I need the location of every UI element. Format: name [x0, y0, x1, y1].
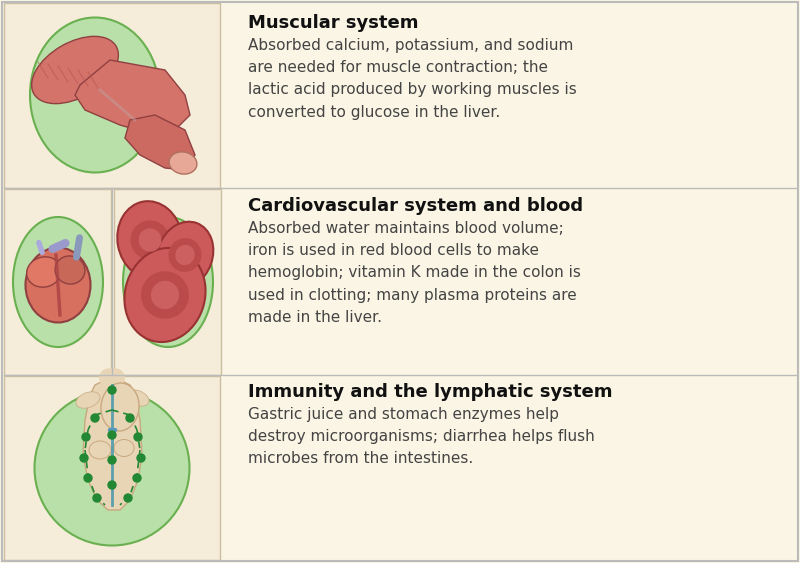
Ellipse shape — [123, 217, 213, 347]
Circle shape — [108, 481, 116, 489]
Ellipse shape — [26, 257, 62, 287]
Circle shape — [108, 386, 116, 394]
Text: Immunity and the lymphatic system: Immunity and the lymphatic system — [248, 383, 613, 401]
FancyBboxPatch shape — [114, 189, 221, 375]
Ellipse shape — [26, 248, 90, 323]
FancyArrowPatch shape — [77, 238, 79, 257]
Circle shape — [133, 474, 141, 482]
Ellipse shape — [76, 392, 100, 408]
Text: Absorbed water maintains blood volume;
iron is used in red blood cells to make
h: Absorbed water maintains blood volume; i… — [248, 221, 581, 325]
Ellipse shape — [118, 201, 182, 279]
Ellipse shape — [125, 390, 149, 406]
Circle shape — [137, 454, 145, 462]
Circle shape — [108, 456, 116, 464]
Ellipse shape — [169, 152, 197, 174]
Ellipse shape — [101, 383, 139, 431]
Ellipse shape — [175, 245, 194, 265]
Polygon shape — [83, 378, 142, 510]
Polygon shape — [125, 115, 195, 170]
Ellipse shape — [114, 440, 134, 457]
Circle shape — [108, 431, 116, 439]
Circle shape — [82, 433, 90, 441]
Ellipse shape — [130, 221, 170, 260]
Text: Absorbed calcium, potassium, and sodium
are needed for muscle contraction; the
l: Absorbed calcium, potassium, and sodium … — [248, 38, 577, 119]
Circle shape — [134, 433, 142, 441]
Ellipse shape — [157, 222, 214, 288]
Circle shape — [80, 454, 88, 462]
FancyArrowPatch shape — [53, 243, 66, 249]
FancyBboxPatch shape — [4, 189, 111, 375]
Ellipse shape — [55, 256, 85, 284]
Ellipse shape — [34, 391, 190, 546]
Polygon shape — [75, 60, 190, 135]
Ellipse shape — [151, 281, 179, 309]
Circle shape — [93, 494, 101, 502]
Ellipse shape — [141, 271, 189, 319]
Ellipse shape — [169, 238, 202, 272]
Text: Gastric juice and stomach enzymes help
destroy microorganisms; diarrhea helps fl: Gastric juice and stomach enzymes help d… — [248, 407, 594, 466]
Circle shape — [84, 474, 92, 482]
FancyBboxPatch shape — [4, 3, 220, 188]
Circle shape — [126, 414, 134, 422]
Circle shape — [91, 414, 99, 422]
FancyArrowPatch shape — [39, 243, 42, 252]
Text: Cardiovascular system and blood: Cardiovascular system and blood — [248, 197, 583, 215]
Ellipse shape — [13, 217, 103, 347]
FancyBboxPatch shape — [4, 376, 220, 560]
Text: Muscular system: Muscular system — [248, 14, 418, 32]
Ellipse shape — [32, 37, 118, 104]
Ellipse shape — [89, 441, 111, 459]
Ellipse shape — [125, 248, 206, 342]
Circle shape — [124, 494, 132, 502]
Ellipse shape — [138, 229, 162, 252]
Ellipse shape — [30, 17, 160, 172]
